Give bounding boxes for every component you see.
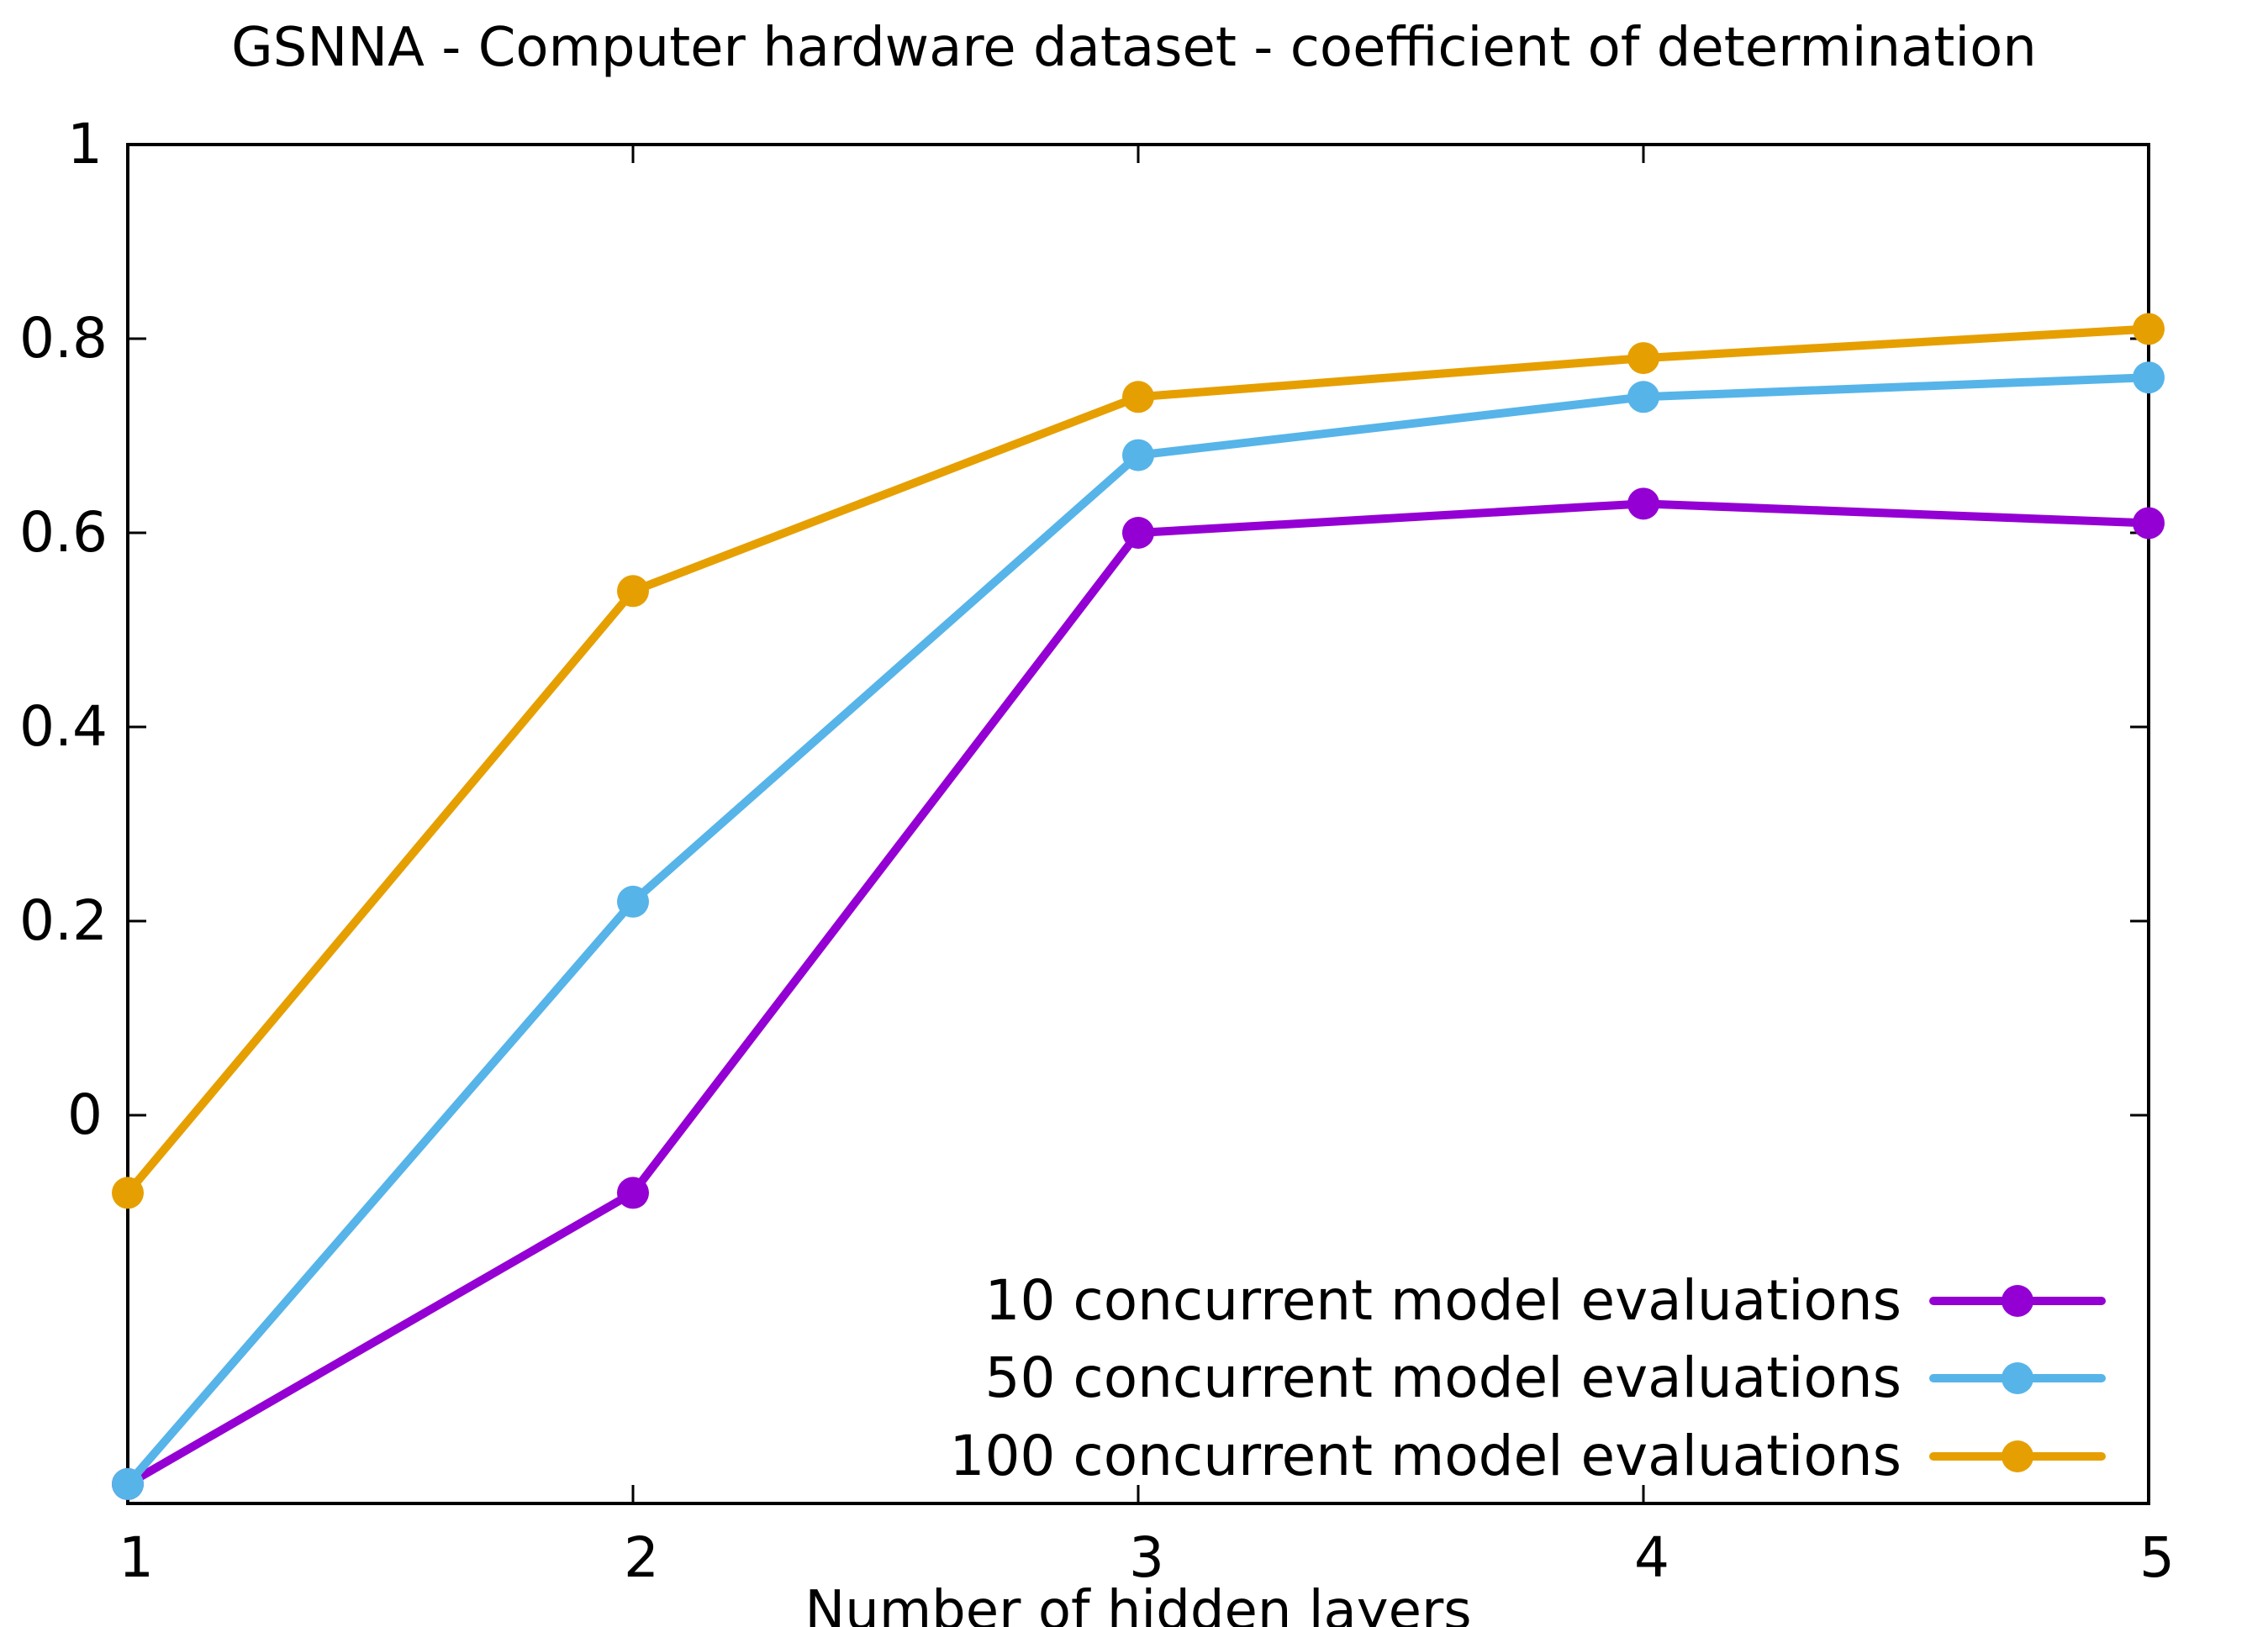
x-tick-label-1: 1 [119, 1525, 154, 1590]
data-point-100-concurrent-model-evaluations-x5 [2133, 313, 2165, 345]
legend-label: 100 concurrent model evaluations [949, 1424, 1901, 1488]
series-layer [112, 313, 2165, 1500]
y-tick-label-0: 0 [67, 1082, 103, 1147]
legend: 10 concurrent model evaluations 50 concur… [949, 1268, 2106, 1488]
y-tick-label-0-4: 0.4 [19, 694, 108, 759]
data-point-100-concurrent-model-evaluations-x4 [1627, 342, 1659, 375]
legend-entry-100-concurrent-model-evaluations: 100 concurrent model evaluations [949, 1424, 2106, 1488]
x-tick-label-3: 3 [1129, 1525, 1164, 1590]
legend-swatch-marker [2002, 1362, 2033, 1394]
y-tick-label-0-6: 0.6 [19, 500, 108, 565]
plot-area: 0 0.2 0.4 0.6 0.8 1 1 2 3 4 5 [19, 112, 2175, 1590]
x-tick-label-2: 2 [624, 1525, 659, 1590]
y-tick-label-1: 1 [67, 112, 103, 176]
x-axis-label: Number of hidden layers [804, 1580, 1471, 1627]
data-point-100-concurrent-model-evaluations-x2 [617, 575, 649, 608]
data-point-50-concurrent-model-evaluations-x5 [2133, 361, 2165, 394]
legend-entry-10-concurrent-model-evaluations: 10 concurrent model evaluations [984, 1268, 2106, 1333]
data-point-50-concurrent-model-evaluations-x4 [1627, 381, 1659, 413]
series-line-10-concurrent-model-evaluations [124, 499, 2153, 1488]
x-tick-label-5: 5 [2139, 1525, 2175, 1590]
y-tick-label-0-2: 0.2 [19, 888, 108, 953]
data-point-100-concurrent-model-evaluations-x1 [112, 1177, 144, 1209]
data-point-10-concurrent-model-evaluations-x3 [1122, 517, 1154, 549]
chart-title: GSNNA - Computer hardware dataset - coef… [231, 17, 2037, 79]
series-50-concurrent-model-evaluations [112, 361, 2165, 1500]
data-point-100-concurrent-model-evaluations-x3 [1122, 381, 1154, 413]
legend-entry-50-concurrent-model-evaluations: 50 concurrent model evaluations [984, 1345, 2106, 1410]
data-point-10-concurrent-model-evaluations-x5 [2133, 507, 2165, 540]
y-tick-label-0-8: 0.8 [19, 306, 108, 371]
series-100-concurrent-model-evaluations [112, 313, 2165, 1209]
data-point-50-concurrent-model-evaluations-x1 [112, 1467, 144, 1500]
legend-label: 50 concurrent model evaluations [984, 1345, 1901, 1410]
legend-swatch-marker [2002, 1285, 2033, 1317]
legend-swatch-marker [2002, 1440, 2033, 1472]
x-axis-ticks: 1 2 3 4 5 [119, 145, 2175, 1590]
data-point-50-concurrent-model-evaluations-x2 [617, 885, 649, 918]
x-tick-label-4: 4 [1634, 1525, 1669, 1590]
y-axis-ticks: 0 0.2 0.4 0.6 0.8 1 [19, 112, 2149, 1147]
data-point-10-concurrent-model-evaluations-x4 [1627, 487, 1659, 520]
series-10-concurrent-model-evaluations [112, 487, 2165, 1500]
data-point-10-concurrent-model-evaluations-x2 [617, 1177, 649, 1209]
data-point-50-concurrent-model-evaluations-x3 [1122, 439, 1154, 471]
legend-label: 10 concurrent model evaluations [984, 1268, 1901, 1333]
